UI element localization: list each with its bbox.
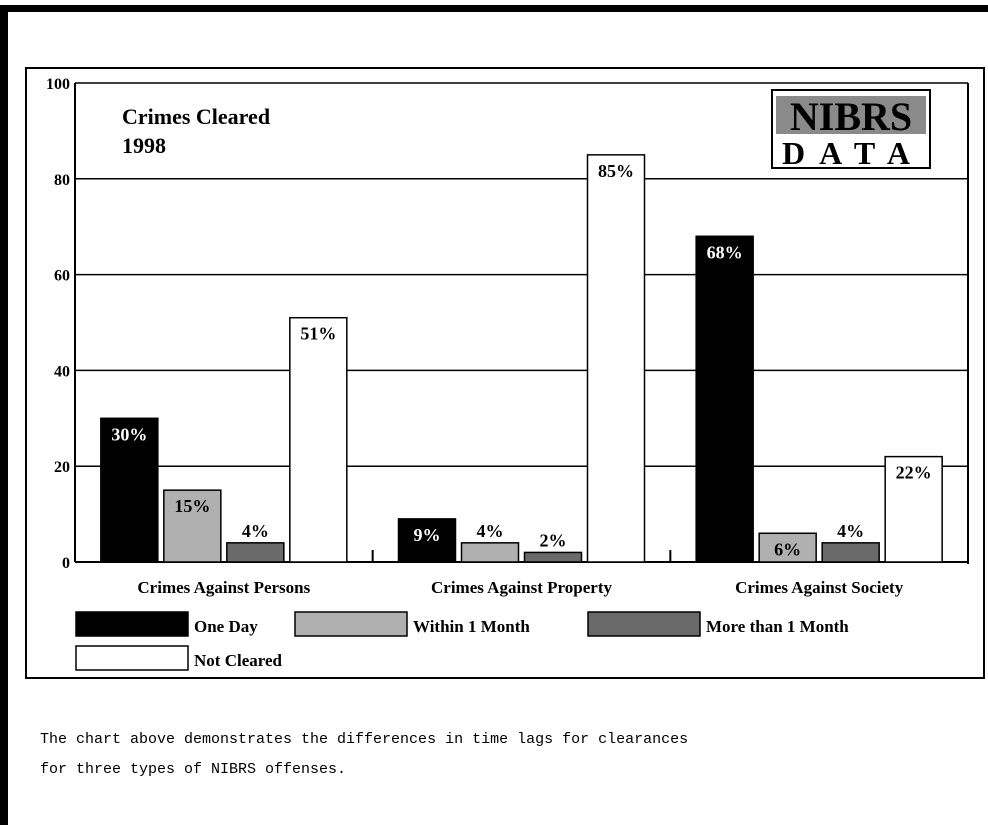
bar bbox=[821, 542, 880, 563]
x-tick-label: Crimes Against Persons bbox=[137, 578, 310, 597]
top-border bbox=[0, 5, 988, 12]
bar bbox=[586, 154, 646, 563]
legend-swatch bbox=[75, 611, 189, 637]
y-tick-label: 100 bbox=[46, 76, 70, 93]
legend-label: One Day bbox=[194, 617, 258, 636]
bar bbox=[226, 542, 285, 563]
chart-subtitle: 1998 bbox=[122, 133, 166, 158]
bar bbox=[100, 417, 159, 563]
bar bbox=[695, 235, 754, 563]
value-label: 51% bbox=[300, 324, 336, 344]
legend-label: Within 1 Month bbox=[413, 617, 530, 636]
logo-text: NIBRS bbox=[790, 94, 912, 139]
legend-swatch bbox=[294, 611, 408, 637]
chart-frame bbox=[25, 67, 985, 679]
value-label: 9% bbox=[414, 525, 441, 545]
value-label: 2% bbox=[540, 530, 567, 550]
legend-label: More than 1 Month bbox=[706, 617, 849, 636]
bar bbox=[289, 316, 348, 563]
bar bbox=[397, 518, 457, 563]
value-label: 4% bbox=[837, 521, 864, 541]
y-tick-label: 40 bbox=[54, 363, 70, 380]
value-label: 85% bbox=[598, 161, 634, 181]
caption-line: The chart above demonstrates the differe… bbox=[40, 731, 688, 748]
bar bbox=[884, 455, 943, 563]
bar bbox=[758, 532, 817, 563]
x-tick-label: Crimes Against Society bbox=[735, 578, 904, 597]
x-tick-label: Crimes Against Property bbox=[431, 578, 612, 597]
value-label: 4% bbox=[477, 521, 504, 541]
value-label: 6% bbox=[774, 539, 801, 559]
logo-text: DATA bbox=[782, 135, 924, 171]
value-label: 30% bbox=[111, 424, 147, 444]
y-tick-label: 60 bbox=[54, 268, 70, 285]
y-tick-label: 0 bbox=[62, 555, 70, 572]
value-label: 4% bbox=[242, 521, 269, 541]
y-tick-label: 80 bbox=[54, 172, 70, 189]
logo-band bbox=[776, 96, 926, 134]
legend-swatch bbox=[587, 611, 701, 637]
legend-label: Not Cleared bbox=[194, 651, 283, 670]
caption-line: for three types of NIBRS offenses. bbox=[40, 761, 346, 778]
y-tick-label: 20 bbox=[54, 459, 70, 476]
value-label: 68% bbox=[707, 242, 743, 262]
chart-title: Crimes Cleared bbox=[122, 104, 270, 129]
bar bbox=[163, 489, 222, 563]
value-label: 22% bbox=[896, 463, 932, 483]
bar bbox=[523, 551, 583, 563]
legend-swatch bbox=[75, 645, 189, 671]
value-label: 15% bbox=[174, 496, 210, 516]
left-border bbox=[0, 5, 8, 825]
bar bbox=[460, 542, 520, 563]
